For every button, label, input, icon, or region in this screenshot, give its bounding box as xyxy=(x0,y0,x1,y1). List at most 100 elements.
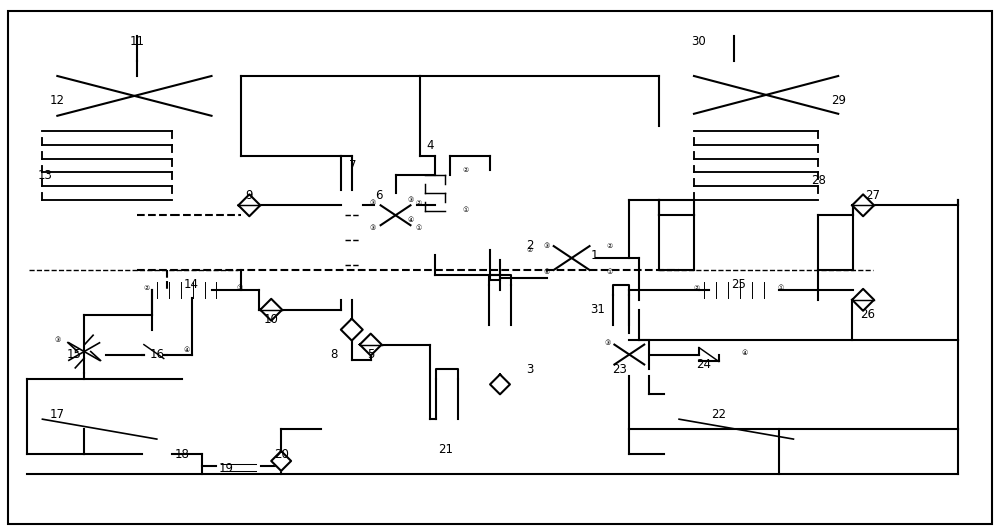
Text: 30: 30 xyxy=(692,34,706,48)
Text: 3: 3 xyxy=(526,363,534,376)
Text: ③: ③ xyxy=(370,200,376,206)
Circle shape xyxy=(366,221,380,235)
Circle shape xyxy=(607,333,651,376)
Circle shape xyxy=(523,243,537,257)
Circle shape xyxy=(458,164,472,178)
Text: 10: 10 xyxy=(264,313,279,326)
Text: 19: 19 xyxy=(219,463,234,475)
Circle shape xyxy=(690,281,704,295)
Circle shape xyxy=(62,330,106,374)
Text: 14: 14 xyxy=(184,278,199,292)
Text: 8: 8 xyxy=(330,348,338,361)
Text: 7: 7 xyxy=(349,159,357,172)
Bar xyxy=(341,190,363,300)
Text: 31: 31 xyxy=(590,303,605,316)
Text: 6: 6 xyxy=(375,189,382,202)
Bar xyxy=(216,464,261,479)
Text: ①: ① xyxy=(462,207,468,213)
Text: 16: 16 xyxy=(149,348,164,361)
Text: 27: 27 xyxy=(866,189,881,202)
Circle shape xyxy=(738,346,752,359)
Text: ②: ② xyxy=(606,243,613,249)
Circle shape xyxy=(411,221,425,235)
Text: ③: ③ xyxy=(544,243,550,249)
Text: ②: ② xyxy=(462,167,468,173)
Bar xyxy=(57,76,212,116)
Ellipse shape xyxy=(733,46,751,52)
Text: ①: ① xyxy=(777,285,784,291)
Circle shape xyxy=(180,342,194,357)
Text: 24: 24 xyxy=(696,358,711,371)
Text: 9: 9 xyxy=(246,189,253,202)
Circle shape xyxy=(540,265,554,279)
Text: 13: 13 xyxy=(38,169,53,182)
Text: ②: ② xyxy=(694,285,700,291)
Text: ③: ③ xyxy=(407,197,414,204)
Text: 22: 22 xyxy=(711,408,726,421)
Ellipse shape xyxy=(717,46,735,52)
Bar xyxy=(699,348,719,361)
Text: 25: 25 xyxy=(731,278,746,292)
Circle shape xyxy=(366,196,380,210)
Text: 21: 21 xyxy=(438,443,453,455)
Bar xyxy=(679,61,873,270)
Bar xyxy=(27,379,182,454)
Circle shape xyxy=(404,213,417,227)
Text: 20: 20 xyxy=(274,447,289,461)
Bar xyxy=(152,282,231,298)
Text: 1: 1 xyxy=(591,249,598,261)
Circle shape xyxy=(602,265,616,279)
Circle shape xyxy=(404,193,417,207)
Polygon shape xyxy=(238,195,260,216)
Bar xyxy=(27,61,241,275)
Text: 11: 11 xyxy=(129,34,144,48)
Bar xyxy=(664,379,808,454)
Text: 28: 28 xyxy=(811,174,826,187)
Text: 2: 2 xyxy=(526,238,534,252)
Text: ①: ① xyxy=(236,285,242,291)
Circle shape xyxy=(774,281,787,295)
Circle shape xyxy=(411,196,425,210)
Ellipse shape xyxy=(136,51,154,58)
Text: ③: ③ xyxy=(54,337,60,342)
Bar xyxy=(107,36,167,61)
Text: ④: ④ xyxy=(407,217,414,223)
Text: ②: ② xyxy=(144,285,150,291)
Circle shape xyxy=(140,281,154,295)
Bar xyxy=(144,344,164,358)
Bar xyxy=(694,76,838,114)
Circle shape xyxy=(458,204,472,217)
Text: 29: 29 xyxy=(831,94,846,108)
Polygon shape xyxy=(360,334,382,356)
Text: ④: ④ xyxy=(742,350,748,356)
Text: 12: 12 xyxy=(50,94,65,108)
Text: ②: ② xyxy=(527,247,533,253)
Circle shape xyxy=(602,239,616,253)
Text: 23: 23 xyxy=(612,363,627,376)
Ellipse shape xyxy=(120,51,138,58)
Text: 26: 26 xyxy=(861,308,876,321)
Circle shape xyxy=(50,333,64,347)
Bar xyxy=(704,36,764,61)
Polygon shape xyxy=(271,451,291,471)
Text: ⑥: ⑥ xyxy=(544,269,550,275)
Bar xyxy=(29,151,129,270)
Text: ①: ① xyxy=(415,225,422,231)
Polygon shape xyxy=(852,195,874,216)
Text: 5: 5 xyxy=(367,348,374,361)
Circle shape xyxy=(600,335,614,350)
Text: 15: 15 xyxy=(67,348,82,361)
Circle shape xyxy=(174,444,194,464)
Text: 18: 18 xyxy=(174,447,189,461)
Circle shape xyxy=(374,193,417,237)
Polygon shape xyxy=(260,299,282,321)
Circle shape xyxy=(547,233,596,283)
Text: ③: ③ xyxy=(370,225,376,231)
Text: ③: ③ xyxy=(604,340,611,346)
Circle shape xyxy=(232,281,246,295)
Text: 17: 17 xyxy=(50,408,65,421)
Text: ②: ② xyxy=(415,200,422,206)
Polygon shape xyxy=(852,289,874,311)
Text: ④: ④ xyxy=(184,347,190,352)
Polygon shape xyxy=(341,319,363,341)
